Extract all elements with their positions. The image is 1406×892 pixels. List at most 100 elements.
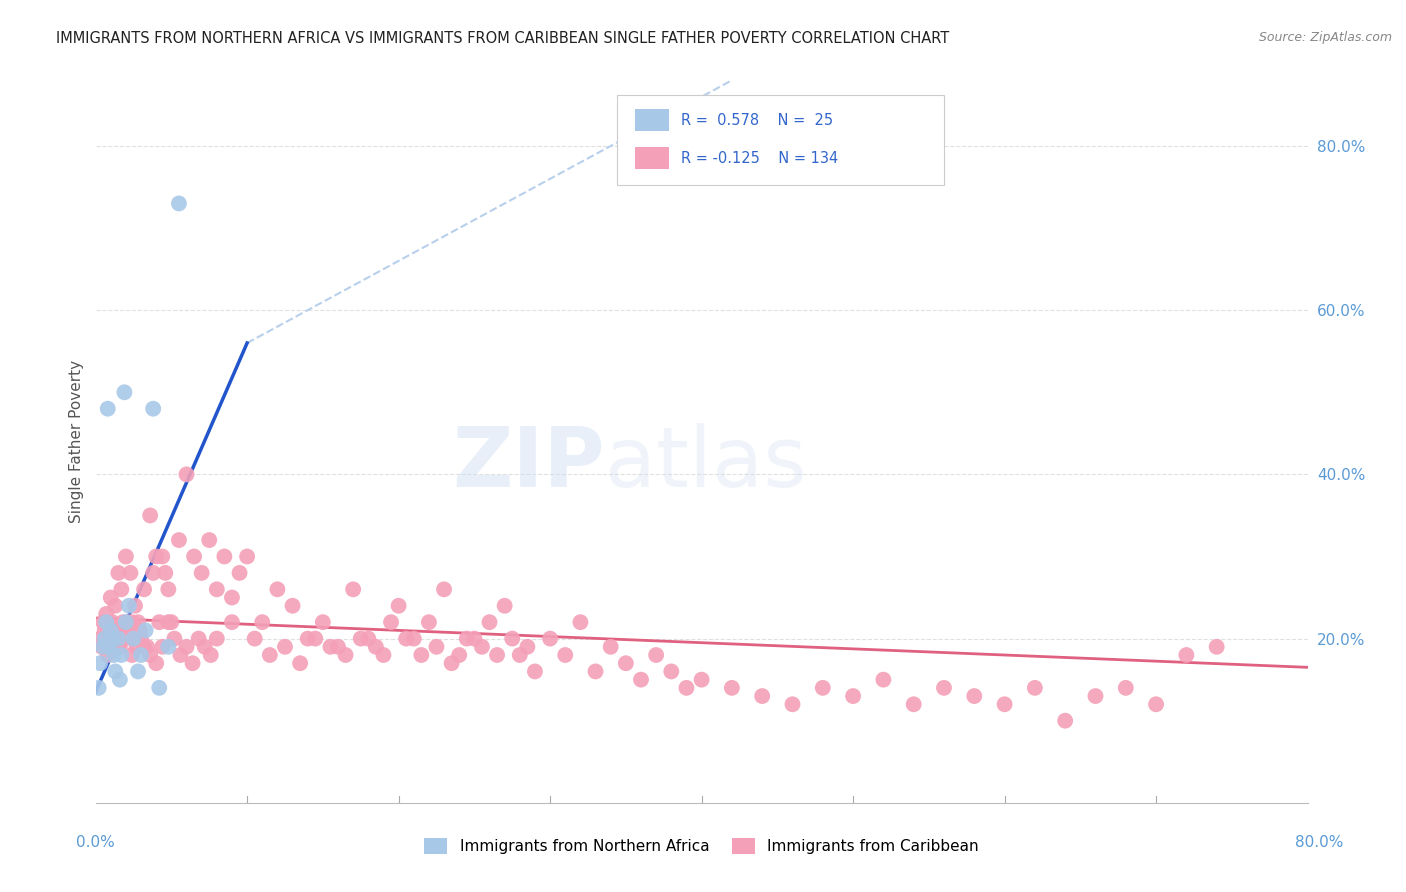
Point [364, 640, 387, 654]
Point [127, 665, 149, 679]
Point [103, 648, 125, 662]
Point [456, 632, 478, 646]
Point [160, 615, 183, 630]
Point [129, 632, 152, 646]
Point [516, 640, 538, 654]
Point [118, 599, 141, 613]
Point [120, 566, 142, 580]
Point [112, 632, 135, 646]
Point [200, 648, 222, 662]
Point [105, 640, 128, 654]
Point [335, 648, 357, 662]
Point [471, 640, 494, 654]
Point [132, 640, 155, 654]
Point [194, 640, 217, 654]
Point [155, 566, 177, 580]
Point [115, 615, 138, 630]
Point [274, 640, 297, 654]
Point [1084, 689, 1107, 703]
Point [319, 640, 342, 654]
Point [751, 689, 773, 703]
Point [342, 582, 364, 597]
Point [645, 648, 668, 662]
Point [205, 582, 228, 597]
Point [112, 385, 135, 400]
Point [388, 599, 411, 613]
Y-axis label: Single Father Poverty: Single Father Poverty [69, 360, 84, 523]
Point [554, 648, 576, 662]
Point [214, 549, 236, 564]
Point [630, 673, 652, 687]
Point [145, 549, 167, 564]
Point [127, 615, 149, 630]
Point [411, 648, 433, 662]
Point [110, 582, 132, 597]
Point [136, 640, 159, 654]
Point [236, 549, 259, 564]
Point [101, 632, 124, 646]
Point [599, 640, 621, 654]
Point [139, 648, 162, 662]
Point [89, 632, 111, 646]
Point [538, 632, 561, 646]
Point [125, 640, 148, 654]
Point [993, 698, 1015, 712]
Point [98, 632, 121, 646]
Point [121, 648, 143, 662]
Point [509, 648, 531, 662]
Bar [636, 109, 669, 131]
Point [124, 599, 146, 613]
Point [107, 566, 129, 580]
Text: IMMIGRANTS FROM NORTHERN AFRICA VS IMMIGRANTS FROM CARIBBEAN SINGLE FATHER POVER: IMMIGRANTS FROM NORTHERN AFRICA VS IMMIG… [56, 31, 949, 46]
Text: 80.0%: 80.0% [1295, 836, 1343, 850]
Point [501, 632, 523, 646]
Text: atlas: atlas [605, 423, 807, 504]
Point [569, 615, 592, 630]
Point [167, 196, 190, 211]
Point [148, 615, 170, 630]
Point [129, 648, 152, 662]
Point [150, 640, 173, 654]
Point [115, 624, 138, 638]
Point [122, 632, 145, 646]
Point [721, 681, 744, 695]
Point [932, 681, 955, 695]
Point [97, 401, 120, 416]
Point [1115, 681, 1137, 695]
Point [142, 401, 165, 416]
Point [108, 673, 131, 687]
Point [103, 632, 125, 646]
Point [157, 582, 180, 597]
Point [122, 632, 145, 646]
Point [90, 640, 112, 654]
Point [614, 657, 637, 671]
Point [97, 648, 120, 662]
Point [150, 549, 173, 564]
Point [425, 640, 447, 654]
Point [118, 624, 141, 638]
Point [93, 632, 115, 646]
Point [107, 632, 129, 646]
Point [89, 657, 111, 671]
Point [440, 657, 463, 671]
Point [1054, 714, 1077, 728]
Point [97, 632, 120, 646]
Point [811, 681, 834, 695]
Legend: Immigrants from Northern Africa, Immigrants from Caribbean: Immigrants from Northern Africa, Immigra… [418, 832, 986, 860]
Point [115, 549, 138, 564]
Text: R = -0.125    N = 134: R = -0.125 N = 134 [681, 151, 838, 166]
Point [395, 632, 418, 646]
Point [111, 615, 134, 630]
Point [266, 582, 288, 597]
Point [167, 533, 190, 547]
Point [221, 615, 243, 630]
Point [108, 640, 131, 654]
Point [87, 681, 110, 695]
Point [117, 615, 139, 630]
Point [418, 615, 440, 630]
Text: 0.0%: 0.0% [76, 836, 115, 850]
Point [157, 640, 180, 654]
Point [872, 673, 894, 687]
Point [91, 640, 114, 654]
Point [494, 599, 516, 613]
